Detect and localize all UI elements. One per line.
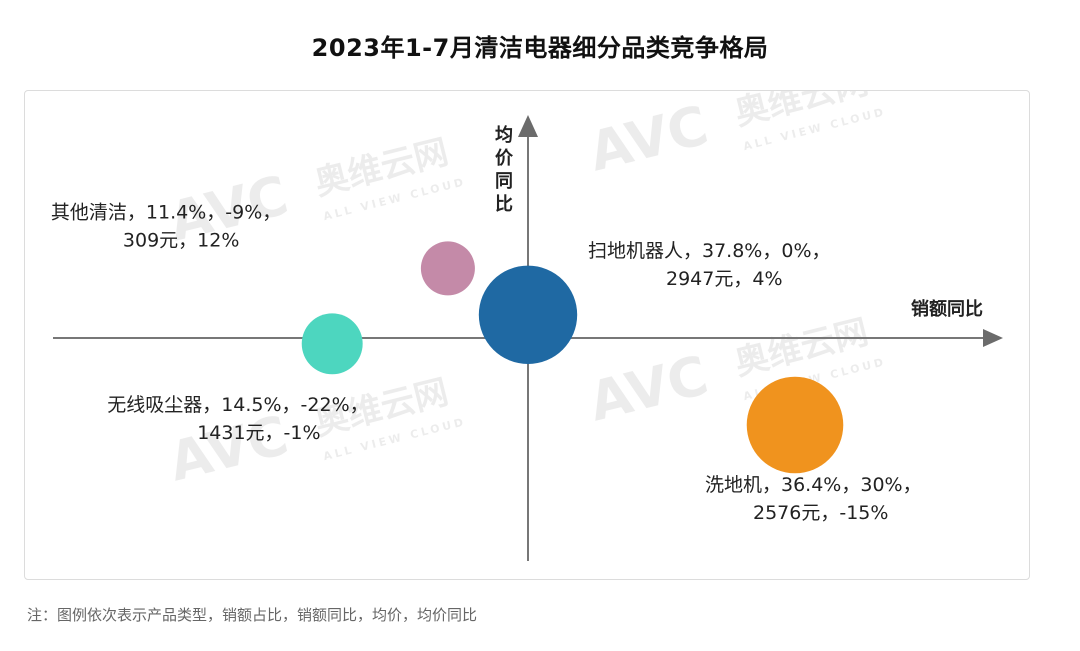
bubble-扫地机器人 <box>478 265 578 364</box>
chart-note: 注：图例依次表示产品类型，销额占比，销额同比，均价，均价同比 <box>27 606 478 624</box>
chart-panel: AVC 奥维云网 ALL VIEW CLOUD AVC 奥维云网 ALL VIEW CLO… <box>24 90 1030 580</box>
y-axis-label: 均价同比 <box>495 124 514 215</box>
data-label-line2: 2576元，-15% <box>753 502 888 524</box>
data-label-line1: 洗地机，36.4%，30%， <box>705 474 922 496</box>
data-label-line2: 1431元，-1% <box>197 422 320 444</box>
data-label-line2: 309元，12% <box>123 229 239 251</box>
data-label-line1: 无线吸尘器，14.5%，-22%， <box>107 394 368 416</box>
svg-text:AVC: AVC <box>583 344 714 434</box>
data-label-line1: 扫地机器人，37.8%，0%， <box>588 240 831 262</box>
y-axis-arrow <box>518 115 538 137</box>
bubble-洗地机 <box>746 376 844 474</box>
x-axis-arrow <box>983 329 1003 347</box>
svg-text:AVC: AVC <box>163 404 294 494</box>
bubble-无线吸尘器 <box>301 313 363 375</box>
data-label-line2: 2947元，4% <box>666 268 783 290</box>
x-axis-label: 销额同比 <box>911 298 983 320</box>
data-label-line1: 其他清洁，11.4%，-9%， <box>51 201 281 223</box>
chart-title: 2023年1-7月清洁电器细分品类竞争格局 <box>311 34 769 62</box>
bubble-其他清洁 <box>420 241 475 296</box>
svg-text:AVC: AVC <box>583 94 714 184</box>
